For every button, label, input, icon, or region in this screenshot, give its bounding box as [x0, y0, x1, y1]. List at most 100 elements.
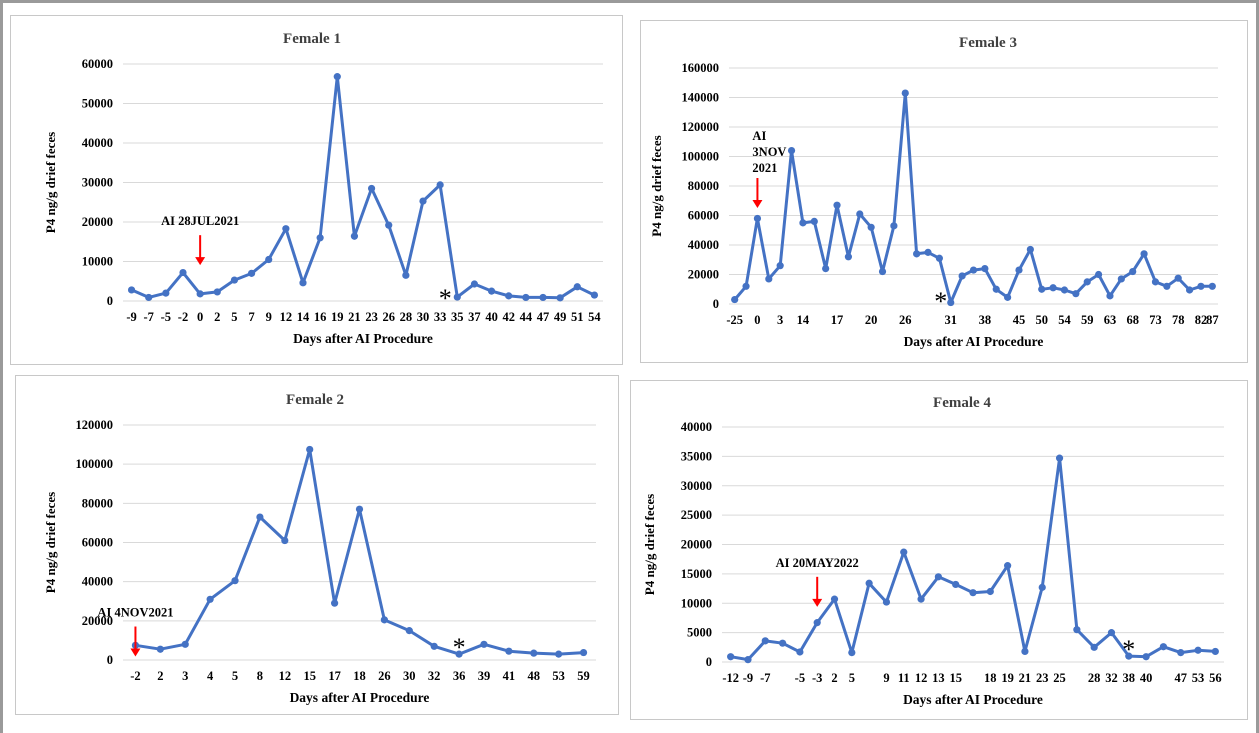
- data-point: [1174, 274, 1182, 282]
- y-tick-label: 40000: [681, 420, 712, 434]
- data-point: [1060, 286, 1069, 294]
- y-tick-label: 0: [713, 297, 719, 311]
- x-tick-label: 2: [157, 669, 163, 683]
- data-point: [299, 279, 307, 287]
- y-tick-label: 60000: [82, 536, 113, 550]
- x-tick-label: 18: [353, 669, 366, 683]
- x-tick-label: -7: [144, 310, 154, 324]
- data-point: [753, 214, 762, 223]
- chart-female-1: Female 1 0 10000 20000 30000 40000 50000 60000 P…: [43, 31, 603, 346]
- data-point: [179, 268, 187, 277]
- data-point: [1083, 278, 1091, 286]
- data-point: [833, 201, 841, 209]
- x-tick-label: 32: [428, 669, 441, 683]
- y-tick-label: 100000: [76, 457, 114, 471]
- chart-female-2: Female 2 0 20000 40000 60000 80000 100000 12000…: [43, 392, 596, 705]
- y-tick-label: 120000: [682, 120, 720, 134]
- x-tick-label: 78: [1172, 313, 1185, 327]
- x-tick-label: 59: [1081, 313, 1094, 327]
- y-tick-label: 80000: [82, 496, 113, 510]
- x-tick-label: 63: [1104, 313, 1117, 327]
- x-tick-label: 40: [485, 310, 498, 324]
- chart-panel-female-4: Female 4 0 5000 10000 15000 20000 25000 30000 35…: [630, 380, 1248, 720]
- x-tick-label: 21: [348, 310, 361, 324]
- x-tick-label: 23: [365, 310, 378, 324]
- x-tick-label: -5: [161, 310, 171, 324]
- x-tick-label: 44: [520, 310, 533, 324]
- data-point: [247, 269, 256, 277]
- x-tick-label: 54: [1058, 313, 1071, 327]
- chart-female-4: Female 4 0 5000 10000 15000 20000 25000 30000 35…: [642, 395, 1224, 707]
- data-point: [256, 513, 264, 521]
- y-tick-label: 60000: [688, 209, 719, 223]
- annotation-text: AI 4NOV2021: [97, 606, 173, 620]
- data-point: [1073, 626, 1081, 634]
- x-tick-label: -9: [743, 671, 753, 685]
- x-tick-label: 11: [898, 671, 910, 685]
- data-point: [470, 280, 479, 288]
- data-point: [765, 275, 773, 283]
- x-tick-label: 38: [1123, 671, 1136, 685]
- data-point: [181, 640, 189, 648]
- data-point: [556, 294, 564, 302]
- x-tick-label: 40: [1140, 671, 1153, 685]
- data-point: [958, 272, 966, 280]
- x-tick-label: 30: [417, 310, 430, 324]
- y-tick-label: 20000: [82, 614, 113, 628]
- data-point: [350, 232, 359, 240]
- x-tick-label: 51: [571, 310, 584, 324]
- series-line: [130, 75, 596, 300]
- data-point: [986, 587, 994, 596]
- data-point: [981, 265, 989, 273]
- x-tick-label: 82: [1195, 313, 1208, 327]
- x-tick-label: 32: [1105, 671, 1118, 685]
- y-tick-label: 30000: [82, 176, 113, 190]
- data-point: [156, 645, 164, 653]
- x-tick-label: -9: [126, 310, 136, 324]
- data-point: [1177, 649, 1185, 657]
- x-tick-label: -7: [760, 671, 770, 685]
- data-point: [934, 573, 942, 581]
- x-tick-label: 35: [451, 310, 464, 324]
- chart-panel-female-2: Female 2 0 20000 40000 60000 80000 100000 12000…: [15, 375, 619, 715]
- data-point: [913, 250, 921, 258]
- y-tick-label: 60000: [82, 57, 113, 71]
- x-tick-label: 42: [502, 310, 515, 324]
- y-axis-label: P4 ng/g drief feces: [642, 494, 657, 595]
- data-point: [830, 595, 839, 603]
- x-tick-label: 12: [280, 310, 293, 324]
- y-axis-label: P4 ng/g drief feces: [649, 135, 664, 236]
- data-point: [1106, 292, 1114, 300]
- data-point: [1208, 282, 1216, 290]
- data-point: [380, 616, 388, 624]
- chart-panel-female-1: Female 1 0 10000 20000 30000 40000 50000 60000 P…: [10, 15, 623, 365]
- x-tick-label: 54: [588, 310, 601, 324]
- data-point: [1211, 647, 1219, 656]
- x-tick-label: 16: [314, 310, 327, 324]
- x-tick-label: 47: [1174, 671, 1187, 685]
- x-tick-label: 56: [1209, 671, 1222, 685]
- data-point: [727, 653, 735, 661]
- annotation-arrowhead: [812, 598, 823, 607]
- y-tick-label: 15000: [681, 567, 712, 581]
- data-point: [213, 288, 221, 296]
- data-point: [900, 548, 908, 556]
- data-point: [796, 648, 804, 656]
- x-tick-label: 12: [279, 669, 292, 683]
- x-tick-label: 48: [528, 669, 541, 683]
- data-point: [127, 286, 136, 294]
- annotation-arrowhead: [752, 200, 763, 208]
- x-tick-label: 28: [400, 310, 413, 324]
- data-point: [1194, 646, 1202, 654]
- data-point: [282, 225, 290, 233]
- y-tick-label: 0: [706, 655, 712, 669]
- y-tick-label: 120000: [76, 418, 114, 432]
- data-point: [1140, 250, 1148, 258]
- data-point: [1159, 643, 1168, 651]
- data-point: [145, 293, 153, 302]
- data-point: [1107, 629, 1116, 637]
- data-point: [1129, 267, 1137, 276]
- x-tick-label: 9: [883, 671, 889, 685]
- x-tick-label: 41: [503, 669, 516, 683]
